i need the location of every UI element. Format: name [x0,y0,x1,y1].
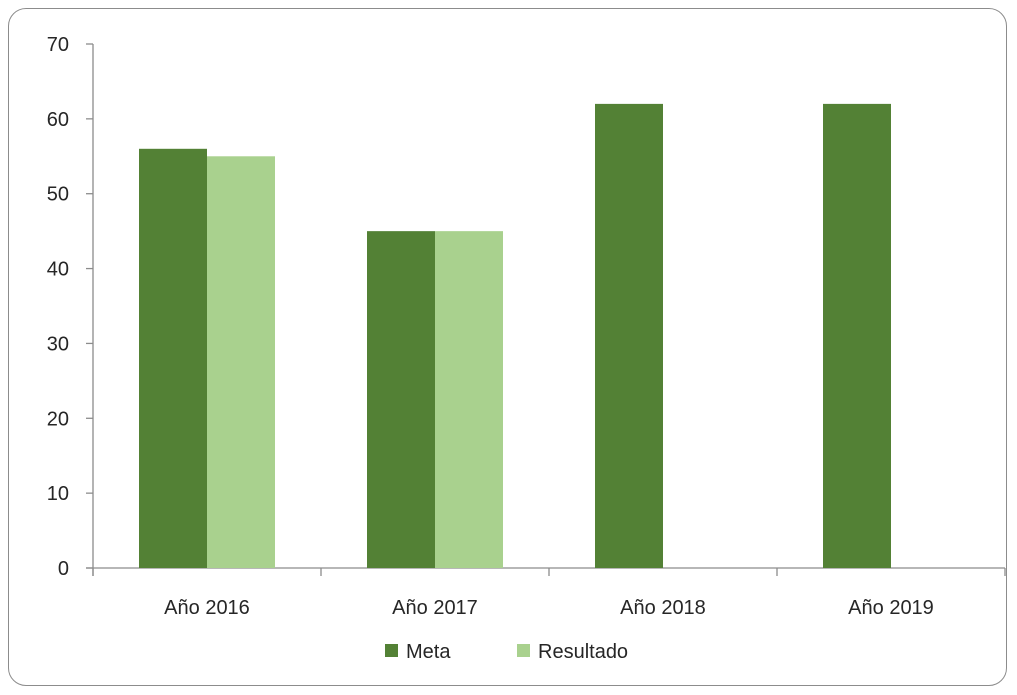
legend-label-resultado: Resultado [538,641,628,663]
bar-meta [823,103,891,568]
x-tick-label: Año 2018 [620,597,706,619]
y-tick-label: 50 [47,184,69,206]
y-tick-label: 40 [47,259,69,281]
x-tick-label: Año 2016 [164,597,250,619]
bar-meta [139,148,207,569]
y-tick-label: 20 [47,408,69,430]
x-tick-label: Año 2017 [392,597,478,619]
bar-resultado [207,156,275,569]
legend-swatch-resultado [517,644,530,657]
y-tick-label: 0 [58,558,69,580]
y-axis: 0 10 20 30 40 50 60 70 [47,34,94,580]
y-tick-label: 30 [47,333,69,355]
x-axis: Año 2016 Año 2017 Año 2018 Año 2019 [86,567,1006,619]
bar-meta [367,231,435,568]
bar-meta [595,103,663,568]
y-tick-label: 10 [47,483,69,505]
bar-resultado [435,231,503,568]
legend: Meta Resultado [385,641,628,663]
y-tick-label: 70 [47,34,69,56]
legend-swatch-meta [385,644,398,657]
y-tick-label: 60 [47,109,69,131]
bars [139,103,891,569]
x-tick-label: Año 2019 [848,597,934,619]
legend-label-meta: Meta [406,641,451,663]
